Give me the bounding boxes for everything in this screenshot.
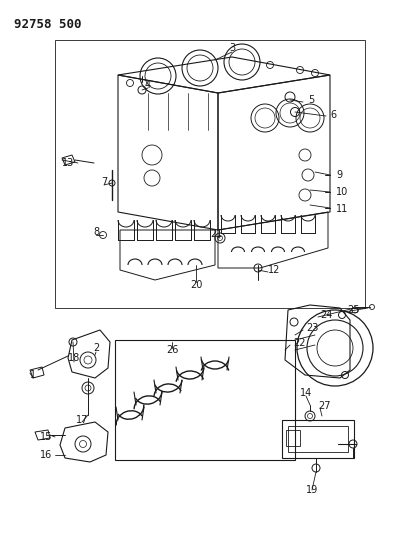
Bar bbox=[282, 420, 354, 458]
Text: 6: 6 bbox=[330, 110, 336, 120]
Text: 18: 18 bbox=[68, 353, 80, 363]
Text: 12: 12 bbox=[268, 265, 280, 275]
Text: 7: 7 bbox=[101, 177, 107, 187]
Text: 19: 19 bbox=[306, 485, 318, 495]
Bar bbox=[286, 430, 300, 446]
Text: 13: 13 bbox=[62, 158, 74, 168]
Text: 3: 3 bbox=[229, 43, 235, 53]
Text: 10: 10 bbox=[336, 187, 348, 197]
Text: 17: 17 bbox=[76, 415, 88, 425]
Bar bbox=[115, 340, 295, 460]
Text: 92758 500: 92758 500 bbox=[14, 18, 82, 31]
Text: 21: 21 bbox=[210, 229, 222, 239]
Text: 15: 15 bbox=[40, 432, 52, 442]
Text: 22: 22 bbox=[293, 338, 306, 348]
Text: 9: 9 bbox=[336, 170, 342, 180]
Text: 5: 5 bbox=[308, 95, 314, 105]
Text: 4: 4 bbox=[145, 80, 151, 90]
Text: 1: 1 bbox=[30, 370, 36, 380]
Text: 26: 26 bbox=[166, 345, 178, 355]
Text: 23: 23 bbox=[306, 323, 318, 333]
Text: 11: 11 bbox=[336, 204, 348, 214]
Bar bbox=[55, 40, 365, 308]
Text: 16: 16 bbox=[40, 450, 52, 460]
Text: 25: 25 bbox=[347, 305, 359, 315]
Text: 2: 2 bbox=[93, 343, 99, 353]
Text: 14: 14 bbox=[300, 388, 312, 398]
Bar bbox=[288, 426, 348, 452]
Text: 8: 8 bbox=[93, 227, 99, 237]
Text: 24: 24 bbox=[320, 310, 332, 320]
Text: 20: 20 bbox=[190, 280, 202, 290]
Text: 27: 27 bbox=[318, 401, 330, 411]
